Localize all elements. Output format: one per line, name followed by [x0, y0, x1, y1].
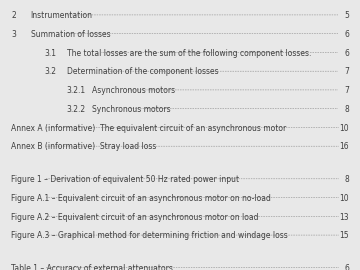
Text: 5: 5 [344, 11, 349, 20]
Text: Figure A.2 – Equivalent circuit of an asynchronous motor on load: Figure A.2 – Equivalent circuit of an as… [11, 212, 258, 221]
Text: 13: 13 [339, 212, 349, 221]
Text: 8: 8 [344, 175, 349, 184]
Text: 10: 10 [339, 124, 349, 133]
Text: Figure A.3 – Graphical method for determining friction and windage loss: Figure A.3 – Graphical method for determ… [11, 231, 288, 240]
Text: Figure 1 – Derivation of equivalent 50 Hz rated power input: Figure 1 – Derivation of equivalent 50 H… [11, 175, 239, 184]
Text: 8: 8 [344, 105, 349, 114]
Text: The total losses are the sum of the following component losses.: The total losses are the sum of the foll… [67, 49, 311, 58]
Text: Figure A.1 – Equivalent circuit of an asynchronous motor on no-load: Figure A.1 – Equivalent circuit of an as… [11, 194, 271, 203]
Text: Table 1 – Accuracy of external attenuators: Table 1 – Accuracy of external attenuato… [11, 264, 173, 270]
Text: Annex B (informative)  Stray load loss: Annex B (informative) Stray load loss [11, 142, 157, 151]
Text: 7: 7 [344, 67, 349, 76]
Text: 15: 15 [339, 231, 349, 240]
Text: 3.2.1: 3.2.1 [67, 86, 86, 95]
Text: 6: 6 [344, 264, 349, 270]
Text: 3.2.2: 3.2.2 [67, 105, 86, 114]
Text: 6: 6 [344, 49, 349, 58]
Text: 3.2: 3.2 [44, 67, 57, 76]
Text: 6: 6 [344, 30, 349, 39]
Text: 3: 3 [11, 30, 16, 39]
Text: 3.1: 3.1 [44, 49, 57, 58]
Text: Instrumentation: Instrumentation [31, 11, 93, 20]
Text: 10: 10 [339, 194, 349, 203]
Text: Summation of losses: Summation of losses [31, 30, 110, 39]
Text: 2: 2 [11, 11, 16, 20]
Text: Asynchronous motors: Asynchronous motors [92, 86, 175, 95]
Text: Determination of the component losses: Determination of the component losses [67, 67, 218, 76]
Text: 7: 7 [344, 86, 349, 95]
Text: 16: 16 [339, 142, 349, 151]
Text: Synchronous motors: Synchronous motors [92, 105, 170, 114]
Text: Annex A (informative)  The equivalent circuit of an asynchronous motor: Annex A (informative) The equivalent cir… [11, 124, 286, 133]
